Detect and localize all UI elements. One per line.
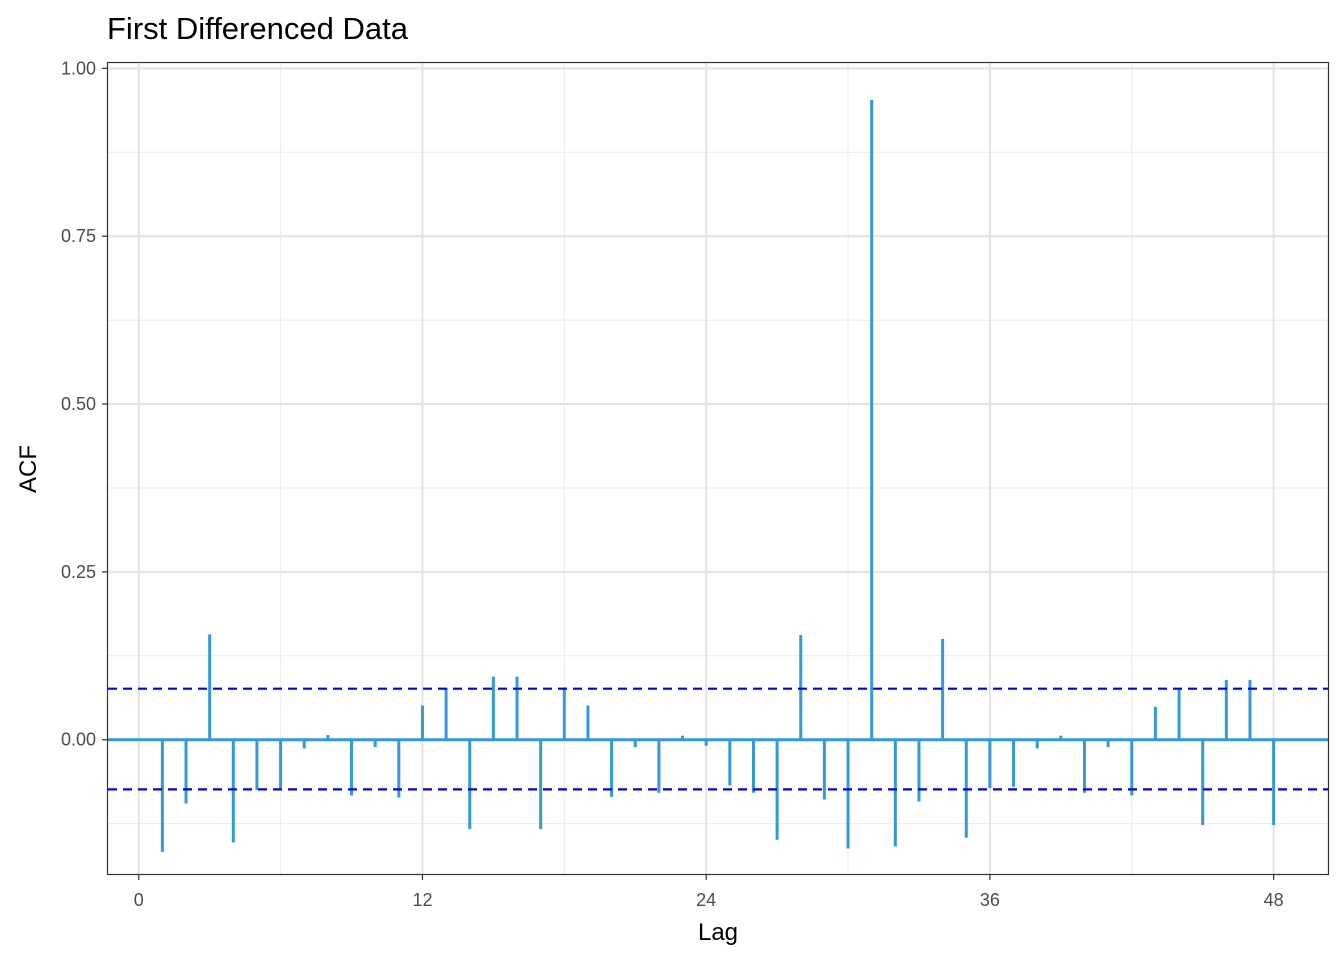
y-tick-label: 1.00 [61,58,96,78]
y-tick-label: 0.25 [61,562,96,582]
x-axis: 0 12 24 36 48 [134,874,1284,910]
x-tick-label: 24 [696,890,716,910]
confidence-bounds [108,687,1328,791]
panel-border [106,61,1330,876]
x-axis-title: Lag [698,919,738,946]
x-tick-label: 12 [412,890,432,910]
x-tick-label: 36 [980,890,1000,910]
y-axis: 0.00 0.25 0.50 0.75 1.00 [61,58,108,750]
x-tick-label: 48 [1264,890,1284,910]
grid-minor [108,63,1328,874]
y-tick-label: 0.50 [61,394,96,414]
y-tick-label: 0.00 [61,730,96,750]
acf-bars [108,99,1328,852]
y-tick-label: 0.75 [61,226,96,246]
chart-title: First Differenced Data [107,11,409,46]
grid-major [108,63,1328,874]
y-axis-title: ACF [15,445,42,493]
x-tick-label: 0 [134,890,144,910]
